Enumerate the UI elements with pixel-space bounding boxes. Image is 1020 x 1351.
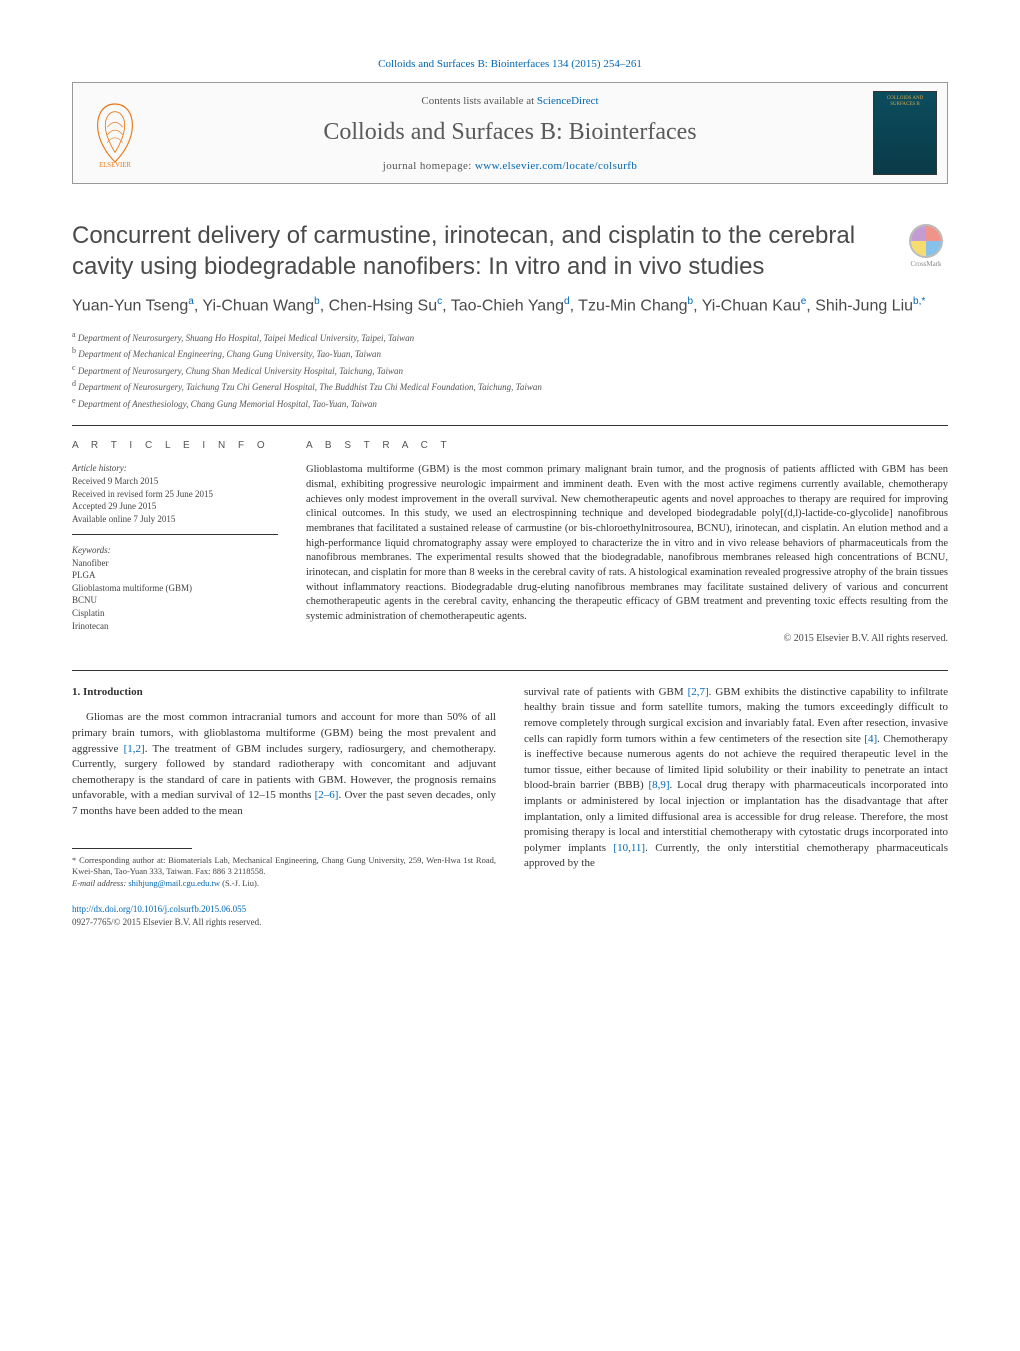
- citation-link[interactable]: [2–6]: [315, 789, 339, 801]
- sciencedirect-link[interactable]: ScienceDirect: [537, 95, 599, 107]
- paragraph: Gliomas are the most common intracranial…: [72, 710, 496, 819]
- divider: [72, 670, 948, 671]
- crossmark-icon: [909, 224, 943, 258]
- keyword: Glioblastoma multiforme (GBM): [72, 582, 278, 595]
- keyword: Nanofiber: [72, 557, 278, 570]
- article-title: Concurrent delivery of carmustine, irino…: [72, 220, 886, 282]
- column-left: 1. Introduction Gliomas are the most com…: [72, 685, 496, 928]
- elsevier-logo: ELSEVIER: [83, 95, 147, 171]
- journal-header: ELSEVIER Contents lists available at Sci…: [72, 82, 948, 184]
- crossmark-label: CrossMark: [904, 260, 948, 268]
- keywords-label: Keywords:: [72, 545, 278, 555]
- crossmark-badge[interactable]: CrossMark: [904, 224, 948, 268]
- author-email-link[interactable]: shihjung@mail.cgu.edu.tw: [128, 878, 220, 888]
- history-item: Received 9 March 2015: [72, 475, 278, 488]
- paragraph: survival rate of patients with GBM [2,7]…: [524, 685, 948, 872]
- body-text: 1. Introduction Gliomas are the most com…: [72, 685, 948, 928]
- issue-citation: Colloids and Surfaces B: Biointerfaces 1…: [72, 58, 948, 70]
- journal-homepage: journal homepage: www.elsevier.com/locat…: [147, 160, 873, 172]
- article-info-heading: A R T I C L E I N F O: [72, 440, 278, 451]
- history-label: Article history:: [72, 463, 278, 473]
- svg-text:ELSEVIER: ELSEVIER: [99, 162, 131, 168]
- history-item: Available online 7 July 2015: [72, 513, 278, 526]
- divider: [72, 425, 948, 426]
- homepage-link[interactable]: www.elsevier.com/locate/colsurfb: [475, 160, 637, 172]
- keyword: PLGA: [72, 569, 278, 582]
- doi-link[interactable]: http://dx.doi.org/10.1016/j.colsurfb.201…: [72, 903, 496, 916]
- history-item: Received in revised form 25 June 2015: [72, 488, 278, 501]
- section-heading-introduction: 1. Introduction: [72, 685, 496, 701]
- keyword: Cisplatin: [72, 607, 278, 620]
- citation-link[interactable]: [4]: [864, 733, 877, 745]
- keyword: Irinotecan: [72, 620, 278, 633]
- citation-link[interactable]: [2,7]: [688, 686, 709, 698]
- author-list: Yuan-Yun Tsenga, Yi-Chuan Wangb, Chen-Hs…: [72, 294, 948, 318]
- keyword: BCNU: [72, 594, 278, 607]
- affiliations: a Department of Neurosurgery, Shuang Ho …: [72, 329, 948, 412]
- journal-cover-thumbnail: COLLOIDS AND SURFACES B: [873, 91, 937, 175]
- history-item: Accepted 29 June 2015: [72, 500, 278, 513]
- contents-available: Contents lists available at ScienceDirec…: [147, 95, 873, 107]
- abstract-copyright: © 2015 Elsevier B.V. All rights reserved…: [306, 633, 948, 644]
- footer-copyright: 0927-7765/© 2015 Elsevier B.V. All right…: [72, 916, 496, 929]
- article-info-panel: A R T I C L E I N F O Article history: R…: [72, 440, 278, 644]
- column-right: survival rate of patients with GBM [2,7]…: [524, 685, 948, 928]
- citation-link[interactable]: [1,2]: [124, 743, 145, 755]
- citation-link[interactable]: [8,9]: [648, 779, 669, 791]
- abstract-panel: A B S T R A C T Glioblastoma multiforme …: [306, 440, 948, 644]
- email-footnote: E-mail address: shihjung@mail.cgu.edu.tw…: [72, 878, 496, 889]
- corresponding-author-footnote: * Corresponding author at: Biomaterials …: [72, 855, 496, 878]
- journal-name: Colloids and Surfaces B: Biointerfaces: [147, 119, 873, 146]
- abstract-text: Glioblastoma multiforme (GBM) is the mos…: [306, 463, 948, 625]
- citation-link[interactable]: [10,11]: [613, 842, 645, 854]
- footnote-divider: [72, 848, 192, 849]
- abstract-heading: A B S T R A C T: [306, 440, 948, 451]
